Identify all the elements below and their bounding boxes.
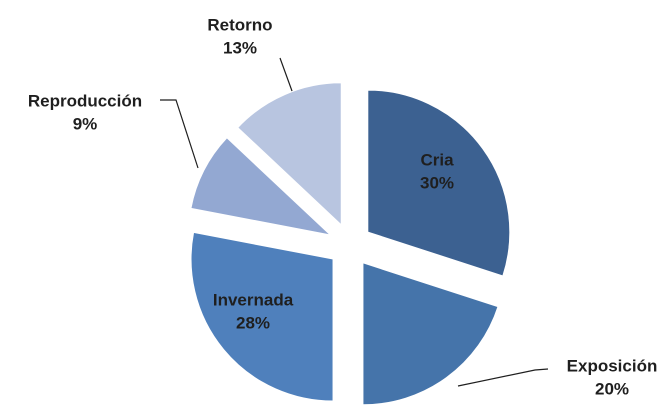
pie-slice	[190, 231, 334, 402]
slice-label: Cria	[420, 150, 454, 169]
leader-line	[160, 99, 199, 169]
leader-line	[457, 368, 549, 387]
pie-slice	[362, 262, 499, 406]
pie-slice	[367, 89, 511, 277]
slice-value-label: 30%	[420, 173, 454, 192]
slice-value-label: 9%	[73, 114, 98, 133]
slice-label: Exposición	[567, 356, 658, 375]
slice-label: Retorno	[207, 15, 272, 34]
slice-label: Invernada	[213, 290, 294, 309]
slice-value-label: 13%	[223, 38, 257, 57]
slice-value-label: 20%	[595, 379, 629, 398]
pie-slice	[237, 82, 342, 226]
slice-label: Reproducción	[28, 91, 142, 110]
pie-slice	[190, 137, 332, 236]
slice-value-label: 28%	[236, 313, 270, 332]
